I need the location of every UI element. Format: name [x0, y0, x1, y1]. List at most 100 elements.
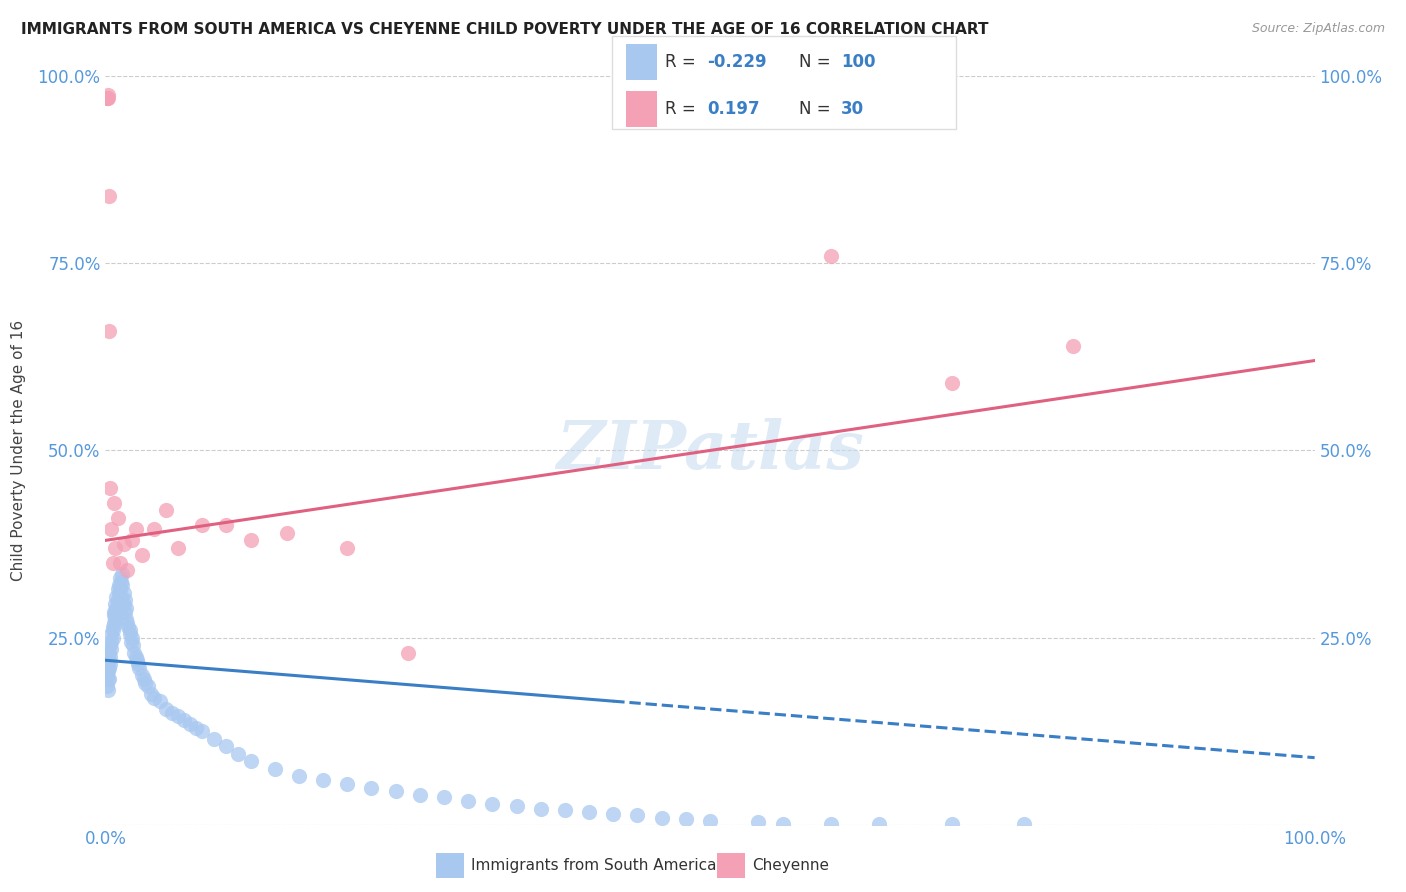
Point [98, 657, 121, 671]
Text: N =: N = [799, 53, 835, 70]
Point [134, 672, 156, 686]
Point [384, 784, 406, 798]
Point [111, 578, 134, 592]
Point [136, 680, 159, 694]
Point [120, 634, 142, 648]
Text: 0.197: 0.197 [707, 100, 759, 118]
Point [239, 755, 262, 769]
Point [104, 597, 127, 611]
Point [155, 503, 177, 517]
Point [112, 586, 135, 600]
Point [124, 649, 148, 664]
Point [747, 815, 769, 830]
Point [101, 619, 124, 633]
Point [142, 690, 165, 705]
Point [105, 590, 128, 604]
Text: ZIPatlas: ZIPatlas [557, 418, 863, 483]
Point [699, 814, 721, 828]
Point [107, 578, 129, 592]
Text: N =: N = [799, 100, 835, 118]
Point [191, 518, 214, 533]
Point [263, 762, 285, 776]
Point [276, 525, 298, 540]
Point [288, 769, 311, 783]
Point [98, 638, 121, 652]
Point [505, 799, 527, 814]
Point [110, 590, 132, 604]
Point [98, 649, 121, 664]
Point [134, 675, 156, 690]
Point [167, 541, 190, 555]
Point [125, 653, 148, 667]
Point [141, 687, 163, 701]
Point [107, 582, 129, 596]
Point [118, 627, 141, 641]
Point [115, 563, 138, 577]
Point [111, 567, 134, 582]
Point [602, 806, 624, 821]
Point [167, 709, 190, 723]
Point [121, 533, 143, 548]
Point [100, 627, 122, 641]
Point [105, 600, 128, 615]
Point [228, 747, 250, 761]
Point [149, 694, 172, 708]
Point [97, 665, 120, 679]
Point [114, 593, 136, 607]
Point [651, 811, 673, 825]
Point [108, 571, 131, 585]
Point [336, 777, 359, 791]
Point [312, 773, 335, 788]
Point [142, 522, 165, 536]
Point [97, 91, 120, 105]
Point [433, 789, 456, 804]
Point [101, 631, 124, 645]
Point [97, 683, 120, 698]
Point [104, 605, 127, 619]
Point [215, 518, 238, 533]
Point [202, 731, 225, 746]
Point [103, 496, 125, 510]
Point [103, 605, 125, 619]
Point [820, 249, 842, 263]
Y-axis label: Child Poverty Under the Age of 16: Child Poverty Under the Age of 16 [11, 320, 27, 581]
Point [97, 87, 120, 102]
Point [127, 657, 149, 671]
Point [108, 582, 131, 596]
Point [98, 324, 121, 338]
Point [98, 646, 121, 660]
Point [1014, 817, 1036, 831]
Point [100, 522, 122, 536]
Point [96, 91, 118, 105]
Text: Source: ZipAtlas.com: Source: ZipAtlas.com [1251, 22, 1385, 36]
Point [173, 713, 195, 727]
Point [131, 668, 153, 682]
Point [107, 586, 129, 600]
Point [131, 549, 153, 563]
Point [1062, 338, 1084, 352]
Text: 100: 100 [841, 53, 876, 70]
Point [457, 794, 479, 808]
Point [409, 788, 432, 802]
Point [100, 642, 122, 657]
Point [530, 802, 553, 816]
Point [179, 717, 201, 731]
Point [114, 605, 136, 619]
Point [115, 615, 138, 630]
Point [96, 668, 118, 682]
Point [554, 803, 576, 817]
Point [98, 481, 121, 495]
Point [160, 706, 183, 720]
Point [578, 805, 600, 819]
Point [941, 376, 963, 390]
Point [396, 646, 419, 660]
Text: 30: 30 [841, 100, 863, 118]
Point [112, 537, 135, 551]
Point [98, 653, 121, 667]
Point [108, 556, 131, 570]
Point [124, 522, 148, 536]
Point [215, 739, 238, 754]
Point [128, 661, 150, 675]
Point [675, 812, 697, 826]
Point [481, 797, 503, 811]
